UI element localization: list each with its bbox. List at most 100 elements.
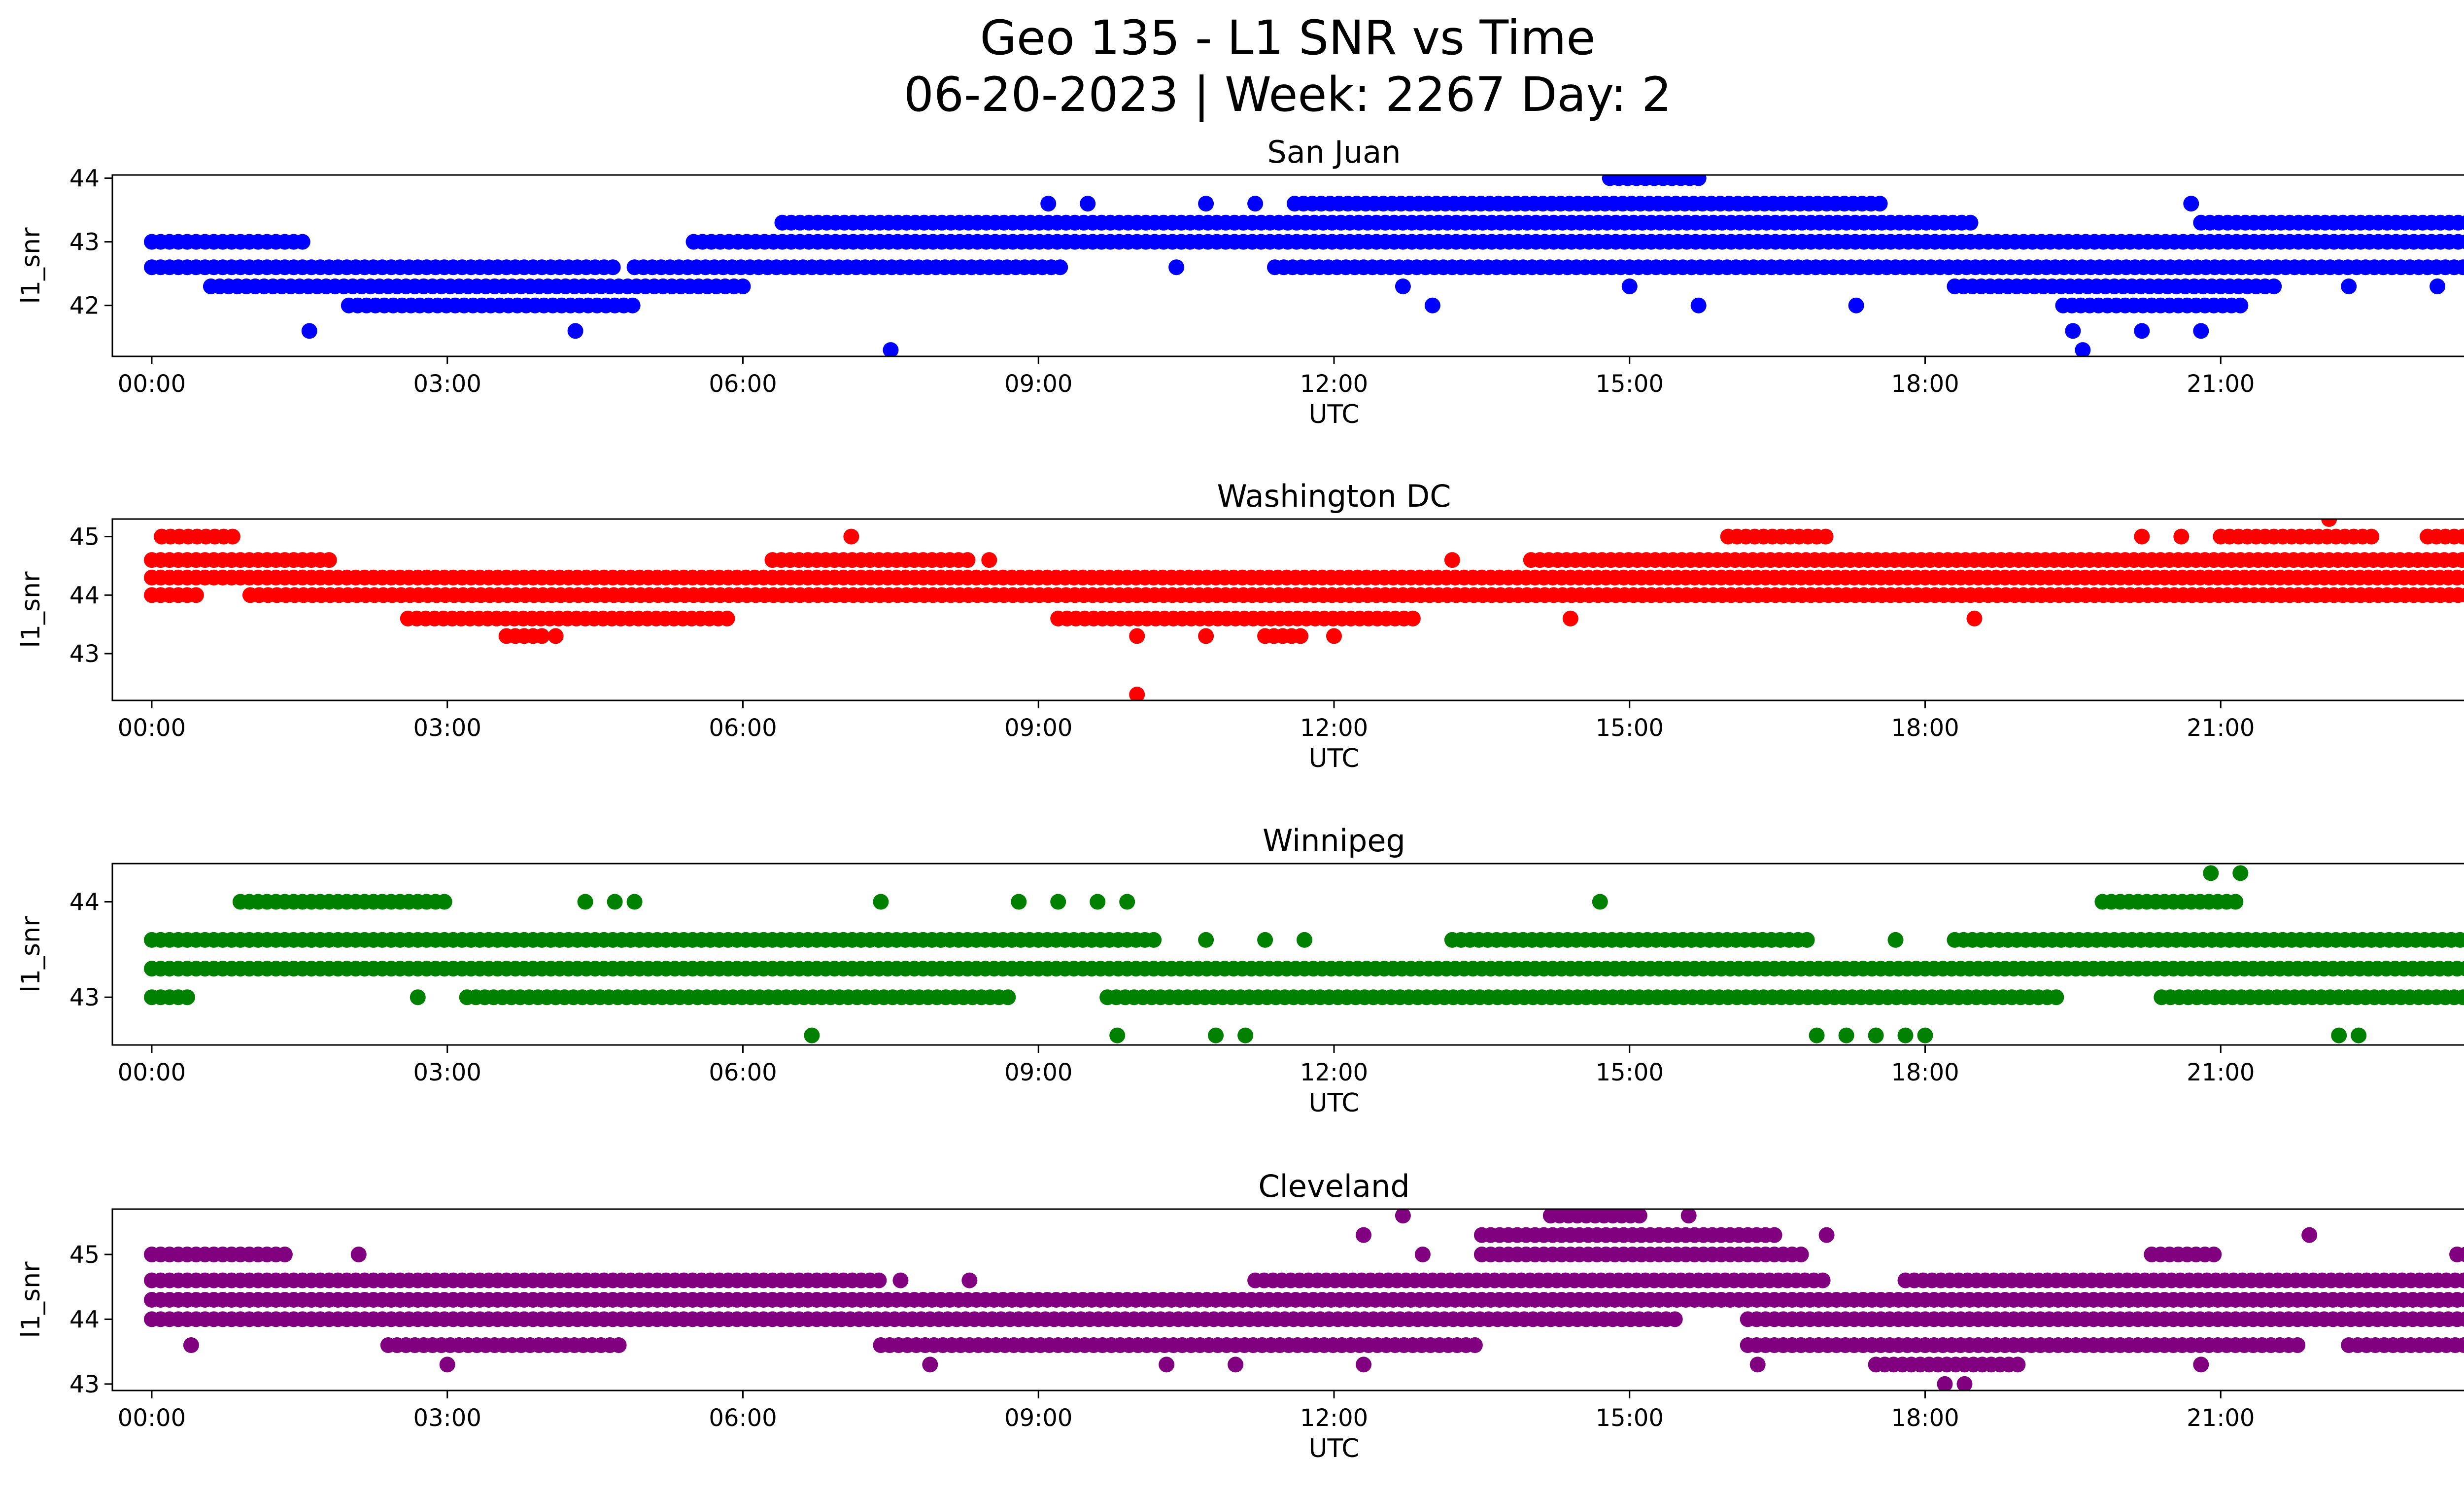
data-point (1198, 196, 1214, 212)
data-point (1631, 1209, 1647, 1224)
data-point (1799, 932, 1815, 948)
subplot-3: Cleveland 00:00 03:00 06:00 09:00 12:00 15:00 1… (16, 1168, 2464, 1463)
data-point (321, 552, 337, 568)
data-point (2321, 519, 2337, 527)
x-tick-label: 21:00 (2187, 370, 2255, 398)
data-point (1168, 259, 1185, 276)
data-point (1680, 1209, 1697, 1224)
subplot-2: Winnipeg 00:00 03:00 06:00 09:00 12:00 15:00 18… (16, 823, 2464, 1118)
data-point (2232, 865, 2249, 881)
data-point (1818, 1227, 1835, 1243)
data-point (224, 528, 240, 545)
data-point (607, 894, 623, 910)
data-point (2459, 234, 2464, 249)
x-tick-label: 21:00 (2187, 1404, 2255, 1432)
data-point (1129, 628, 1145, 644)
figure-title-line1: Geo 135 - L1 SNR vs Time (980, 10, 1596, 66)
data-point (2458, 570, 2464, 586)
data-point (605, 259, 621, 276)
subplot-0: San Juan 00:00 03:00 06:00 09:00 12:00 15:00 18… (16, 134, 2464, 429)
data-point (2227, 894, 2244, 910)
data-point (1040, 196, 1057, 212)
x-tick-label: 00:00 (118, 714, 186, 742)
data-point (873, 894, 889, 910)
data-point (2010, 1356, 2026, 1373)
x-axis-label: UTC (1308, 744, 1359, 773)
data-point (2455, 259, 2464, 276)
data-point (2455, 989, 2464, 1006)
subplot-title: Winnipeg (1263, 823, 1405, 859)
y-tick-label: 44 (69, 1306, 100, 1333)
x-tick-label: 06:00 (709, 714, 777, 742)
data-point (301, 323, 317, 339)
subplot-title: Cleveland (1258, 1168, 1409, 1204)
data-point (350, 1247, 367, 1262)
x-tick-label: 21:00 (2187, 714, 2255, 742)
y-tick-label: 45 (69, 1241, 100, 1269)
data-point (1592, 894, 1608, 910)
data-point (611, 1337, 627, 1353)
x-tick-label: 03:00 (413, 370, 481, 398)
data-point (2065, 323, 2081, 339)
data-point (1467, 1337, 1483, 1353)
data-point (1897, 1027, 1914, 1043)
data-point (2183, 196, 2199, 212)
x-tick-label: 03:00 (413, 1404, 481, 1432)
data-point (1937, 1376, 1953, 1391)
x-tick-label: 09:00 (1004, 370, 1072, 398)
data-point (2430, 278, 2446, 294)
data-point (2459, 215, 2464, 230)
x-tick-label: 18:00 (1891, 714, 1959, 742)
data-point (1766, 1227, 1782, 1243)
data-point (1404, 610, 1421, 626)
data-point (410, 989, 426, 1006)
x-tick-label: 00:00 (118, 1059, 186, 1086)
data-point (1109, 1027, 1126, 1043)
data-point (1814, 1272, 1831, 1288)
data-point (2266, 278, 2282, 294)
data-point (1198, 628, 1214, 644)
data-point (1000, 989, 1016, 1006)
data-point (1080, 196, 1096, 212)
x-tick-label: 18:00 (1891, 1059, 1959, 1086)
data-point (1690, 175, 1707, 186)
data-point (534, 628, 550, 644)
data-point (2452, 932, 2464, 948)
data-point (626, 894, 643, 910)
data-point (2075, 342, 2091, 356)
data-point (2458, 1247, 2464, 1262)
data-point (719, 610, 735, 626)
y-tick-label: 44 (69, 888, 100, 916)
data-point (892, 1272, 909, 1288)
data-point (188, 587, 204, 603)
x-tick-label: 00:00 (118, 1404, 186, 1432)
y-tick-label: 44 (69, 165, 100, 192)
data-point (1817, 528, 1834, 545)
data-point (735, 278, 751, 294)
data-point (567, 323, 583, 339)
data-point (883, 342, 899, 356)
data-point (294, 234, 310, 250)
x-tick-label: 03:00 (413, 714, 481, 742)
x-tick-label: 12:00 (1300, 370, 1368, 398)
data-point (2134, 528, 2150, 545)
figure-title-line2: 06-20-2023 | Week: 2267 Day: 2 (904, 67, 1672, 123)
data-point (1838, 1027, 1854, 1043)
data-point (804, 1027, 820, 1043)
panels: San Juan 00:00 03:00 06:00 09:00 12:00 15:00 18… (16, 134, 2464, 1463)
data-point (1444, 552, 1460, 568)
series (144, 519, 2464, 700)
x-tick-label: 09:00 (1004, 714, 1072, 742)
data-point (1562, 610, 1578, 626)
x-tick-label: 09:00 (1004, 1404, 1072, 1432)
data-point (179, 989, 195, 1006)
x-tick-label: 21:00 (2187, 1059, 2255, 1086)
series (144, 865, 2464, 1043)
data-point (1257, 932, 1273, 948)
series (144, 175, 2464, 356)
data-point (1424, 297, 1440, 313)
x-tick-label: 12:00 (1300, 1059, 1368, 1086)
data-point (1667, 1311, 1683, 1327)
data-point (1917, 1027, 1933, 1043)
